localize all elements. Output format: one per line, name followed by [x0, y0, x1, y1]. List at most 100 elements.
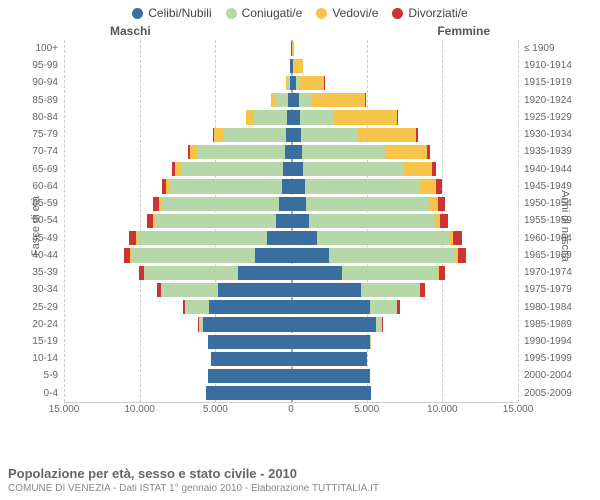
bar-segment: [209, 300, 291, 314]
female-bar: [291, 197, 445, 211]
age-label: 35-39: [20, 264, 58, 281]
age-label: 100+: [20, 40, 58, 57]
age-label: 70-74: [20, 143, 58, 160]
birth-label: 2000-2004: [524, 367, 580, 384]
male-bar: [129, 231, 291, 245]
legend-swatch: [316, 8, 327, 19]
bar-segment: [238, 266, 291, 280]
female-header: Femmine: [437, 24, 490, 38]
bar-row: [64, 162, 518, 176]
female-bar: [291, 145, 430, 159]
age-labels: 100+95-9990-9485-8980-8475-7970-7465-696…: [20, 40, 58, 402]
female-bar: [291, 335, 370, 349]
bar-segment: [301, 128, 359, 142]
x-tick-label: 10.000: [120, 404, 160, 415]
bar-segment: [291, 162, 303, 176]
x-tick-label: 5.000: [347, 404, 387, 415]
male-bar: [271, 93, 291, 107]
female-bar: [291, 110, 398, 124]
bar-segment: [291, 197, 306, 211]
bar-row: [64, 42, 518, 56]
birth-label: 1975-1979: [524, 281, 580, 298]
bar-segment: [181, 162, 284, 176]
bar-segment: [246, 110, 254, 124]
bar-row: [64, 266, 518, 280]
female-bar: [291, 231, 462, 245]
bar-segment: [317, 231, 450, 245]
female-bar: [291, 283, 425, 297]
female-bar: [291, 317, 382, 331]
male-bar: [198, 317, 291, 331]
bar-row: [64, 386, 518, 400]
gridline: [518, 40, 519, 402]
bar-segment: [208, 335, 291, 349]
legend-swatch: [392, 8, 403, 19]
bar-segment: [155, 214, 276, 228]
legend-item: Vedovi/e: [316, 6, 378, 20]
birth-label: 1930-1934: [524, 126, 580, 143]
birth-label: 1995-1999: [524, 350, 580, 367]
legend-swatch: [226, 8, 237, 19]
birth-label: 1980-1984: [524, 299, 580, 316]
age-label: 65-69: [20, 161, 58, 178]
age-label: 50-54: [20, 212, 58, 229]
birth-label: 1940-1944: [524, 161, 580, 178]
bar-segment: [312, 93, 365, 107]
bar-segment: [329, 248, 456, 262]
female-bar: [291, 300, 400, 314]
male-header: Maschi: [110, 24, 151, 38]
bar-segment: [300, 110, 333, 124]
bar-segment: [306, 197, 429, 211]
age-label: 15-19: [20, 333, 58, 350]
age-label: 55-59: [20, 195, 58, 212]
gender-headers: Maschi Femmine: [0, 20, 600, 40]
bar-segment: [161, 197, 279, 211]
bar-row: [64, 335, 518, 349]
female-bar: [291, 128, 418, 142]
bar-segment: [303, 162, 404, 176]
age-label: 30-34: [20, 281, 58, 298]
bar-segment: [299, 76, 323, 90]
bar-row: [64, 300, 518, 314]
bar-segment: [385, 145, 427, 159]
male-bar: [188, 145, 291, 159]
chart-footer: Popolazione per età, sesso e stato civil…: [8, 466, 379, 494]
birth-label: 1970-1974: [524, 264, 580, 281]
bar-segment: [294, 59, 303, 73]
bar-row: [64, 128, 518, 142]
bar-segment: [267, 231, 291, 245]
bar-segment: [137, 231, 267, 245]
bar-segment: [291, 386, 371, 400]
male-bar: [162, 179, 291, 193]
male-bar: [172, 162, 291, 176]
birth-label: 1920-1924: [524, 92, 580, 109]
male-bar: [157, 283, 291, 297]
female-bar: [291, 369, 370, 383]
male-bar: [211, 352, 291, 366]
bar-segment: [197, 145, 285, 159]
bar-segment: [291, 317, 376, 331]
legend-label: Vedovi/e: [332, 6, 378, 20]
chart-subtitle: COMUNE DI VENEZIA - Dati ISTAT 1° gennai…: [8, 483, 379, 494]
bar-row: [64, 352, 518, 366]
male-bar: [153, 197, 291, 211]
bar-segment: [255, 248, 291, 262]
legend-item: Celibi/Nubili: [132, 6, 211, 20]
bar-segment: [214, 128, 223, 142]
female-bar: [291, 352, 367, 366]
birth-label: 1915-1919: [524, 74, 580, 91]
female-bar: [291, 76, 324, 90]
bar-segment: [291, 179, 305, 193]
bar-segment: [420, 179, 437, 193]
legend-item: Divorziati/e: [392, 6, 467, 20]
birth-label: 1960-1964: [524, 230, 580, 247]
bar-row: [64, 283, 518, 297]
male-bar: [213, 128, 291, 142]
bar-segment: [282, 179, 291, 193]
plot-area: Fasce di età Anni di nascita 100+95-9990…: [20, 40, 580, 420]
male-bar: [124, 248, 291, 262]
age-label: 45-49: [20, 230, 58, 247]
female-bar: [291, 248, 466, 262]
bar-segment: [416, 128, 418, 142]
chart-title: Popolazione per età, sesso e stato civil…: [8, 466, 379, 481]
